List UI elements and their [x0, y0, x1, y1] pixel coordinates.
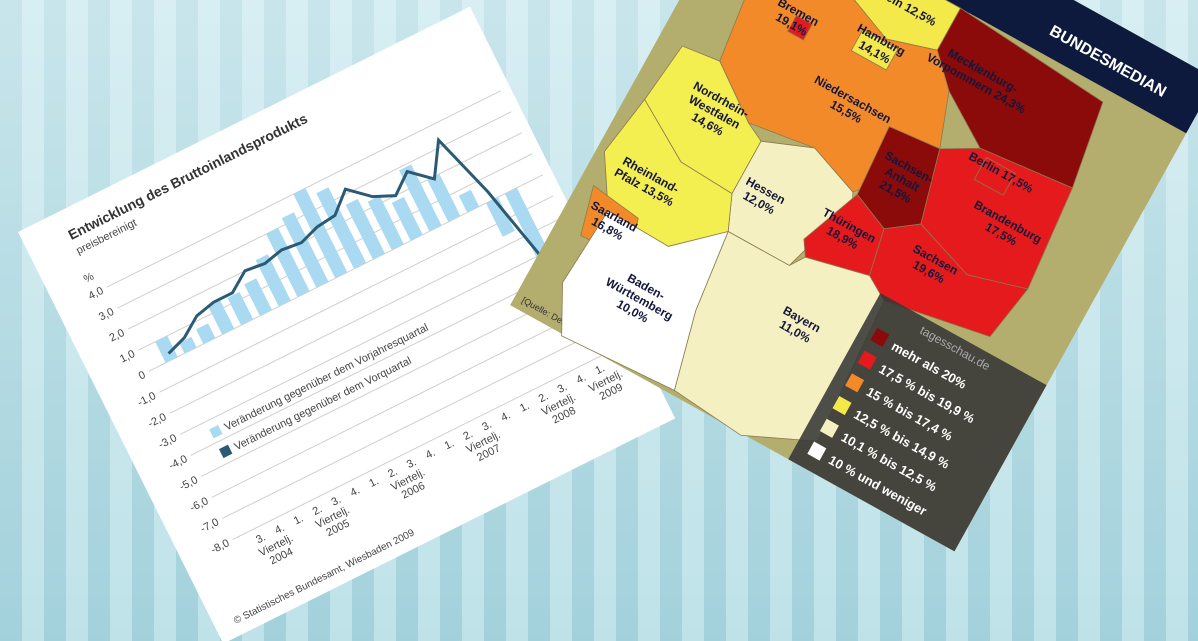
- slide: Entwicklung des Bruttoinlandsprodukts pr…: [0, 0, 1198, 641]
- map-panel: BUNDESMEDIAN [Quelle: Der Paritätische G…: [509, 0, 1198, 553]
